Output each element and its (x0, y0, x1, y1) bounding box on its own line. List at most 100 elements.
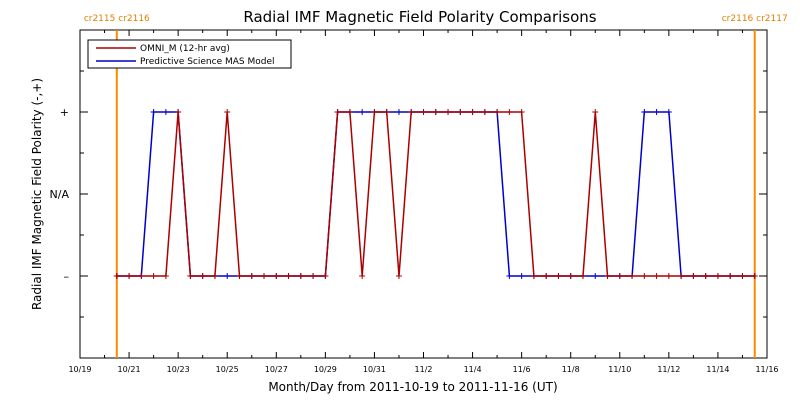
x-tick-label: 11/6 (513, 365, 531, 374)
series-point (224, 109, 231, 115)
series-point (629, 273, 636, 279)
series-point (359, 273, 366, 279)
series-point (162, 109, 169, 115)
series-point (248, 273, 255, 279)
series-point (285, 273, 292, 279)
series-point (530, 273, 537, 279)
series-point (322, 273, 329, 279)
series-point (126, 273, 133, 279)
y-tick-label: N/A (50, 188, 70, 201)
series-point (678, 273, 685, 279)
series-point (371, 109, 378, 115)
series-point (273, 273, 280, 279)
series-point (690, 273, 697, 279)
series-point (395, 273, 402, 279)
series-point (457, 109, 464, 115)
series-point (297, 273, 304, 279)
series-point (187, 273, 194, 279)
series-point (555, 273, 562, 279)
series-point (641, 273, 648, 279)
series-point (236, 273, 243, 279)
series-point (616, 273, 623, 279)
x-tick-label: 11/4 (464, 365, 482, 374)
y-axis-label: Radial IMF Magnetic Field Polarity (-,+) (30, 78, 44, 310)
x-tick-label: 11/16 (755, 365, 778, 374)
plot-frame (79, 29, 768, 359)
series-point (543, 273, 550, 279)
x-tick-label: 10/31 (363, 365, 386, 374)
x-tick-label: 10/23 (167, 365, 190, 374)
series-point (518, 273, 525, 279)
series-point (702, 273, 709, 279)
series-point (199, 273, 206, 279)
x-tick-label: 10/27 (265, 365, 288, 374)
series-point (506, 109, 513, 115)
rotation-markers: cr2115 cr2116 cr2116 cr2117 (84, 14, 788, 358)
x-tick-label: 10/19 (68, 365, 91, 374)
x-axis-label: Month/Day from 2011-10-19 to 2011-11-16 … (268, 380, 557, 394)
x-tick-label: 11/10 (608, 365, 631, 374)
series-point (432, 109, 439, 115)
x-tick-label: 11/2 (415, 365, 433, 374)
series-point (665, 273, 672, 279)
series-line (116, 111, 755, 277)
x-tick-label: 11/14 (706, 365, 729, 374)
series-point (653, 109, 660, 115)
series-point (727, 273, 734, 279)
series-point (518, 109, 525, 115)
series-point (481, 109, 488, 115)
series-point (592, 109, 599, 115)
legend-label-mas: Predictive Science MAS Model (140, 57, 275, 67)
series-point (494, 109, 501, 115)
series-point (653, 273, 660, 279)
series-point (567, 273, 574, 279)
series-point (641, 109, 648, 115)
x-tick-label: 10/25 (216, 365, 239, 374)
series-point (175, 109, 182, 115)
series-point (261, 273, 268, 279)
x-tick-label: 11/8 (562, 365, 580, 374)
series-point (592, 273, 599, 279)
series-point (579, 273, 586, 279)
rotation-marker-label: cr2116 cr2117 (722, 14, 788, 24)
series-point (138, 273, 145, 279)
y-tick-label: + (60, 106, 69, 119)
series-point (604, 273, 611, 279)
series-point (359, 109, 366, 115)
series-point (310, 273, 317, 279)
x-tick-label: 10/21 (118, 365, 141, 374)
series-point (408, 109, 415, 115)
series-point (445, 109, 452, 115)
legend-box (87, 39, 292, 69)
axis-ticks (79, 30, 768, 358)
x-tick-label: 10/29 (314, 365, 337, 374)
series-point (383, 109, 390, 115)
series-point (665, 109, 672, 115)
rotation-marker-label: cr2115 cr2116 (84, 14, 150, 24)
series-point (150, 109, 157, 115)
series-point (714, 273, 721, 279)
x-tick-labels: 10/19 10/21 10/23 10/25 10/27 10/29 10/31 11/2 1… (68, 365, 778, 374)
series-point (395, 109, 402, 115)
chart-title: Radial IMF Magnetic Field Polarity Compa… (243, 8, 596, 26)
series-point (346, 109, 353, 115)
x-tick-label: 11/12 (657, 365, 680, 374)
series-point (211, 273, 218, 279)
series-point (420, 109, 427, 115)
series-point (506, 273, 513, 279)
series-point (739, 273, 746, 279)
series-point (469, 109, 476, 115)
y-tick-labels: + N/A – (50, 106, 70, 283)
series-point (224, 273, 231, 279)
series-point (113, 273, 120, 279)
series-layer (113, 109, 758, 279)
y-tick-label: – (64, 270, 70, 283)
series-line (116, 111, 755, 277)
series-point (162, 273, 169, 279)
series-point (751, 273, 758, 279)
series-point (150, 273, 157, 279)
legend-label-omni: OMNI_M (12-hr avg) (140, 44, 230, 54)
legend: OMNI_M (12-hr avg) Predictive Science MA… (87, 39, 292, 69)
